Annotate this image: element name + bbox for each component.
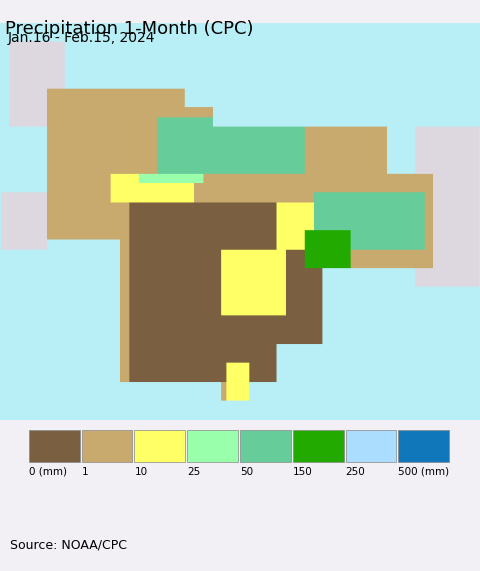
Text: 0 (mm): 0 (mm) (29, 467, 67, 477)
Bar (398, 431, 449, 463)
Bar (82, 431, 132, 463)
Text: 1: 1 (82, 467, 88, 477)
Text: 10: 10 (134, 467, 147, 477)
Bar (293, 431, 344, 463)
Text: Source: NOAA/CPC: Source: NOAA/CPC (10, 538, 127, 551)
Bar (346, 431, 396, 463)
Text: 25: 25 (187, 467, 201, 477)
Bar (29, 431, 80, 463)
Text: Precipitation 1-Month (CPC): Precipitation 1-Month (CPC) (5, 20, 253, 38)
Text: 250: 250 (346, 467, 365, 477)
Bar (134, 431, 185, 463)
Text: Jan.16 - Feb.15, 2024: Jan.16 - Feb.15, 2024 (7, 31, 155, 46)
Text: 150: 150 (293, 467, 312, 477)
Bar (240, 431, 291, 463)
Bar (187, 431, 238, 463)
Text: 500 (mm): 500 (mm) (398, 467, 450, 477)
Text: 50: 50 (240, 467, 253, 477)
